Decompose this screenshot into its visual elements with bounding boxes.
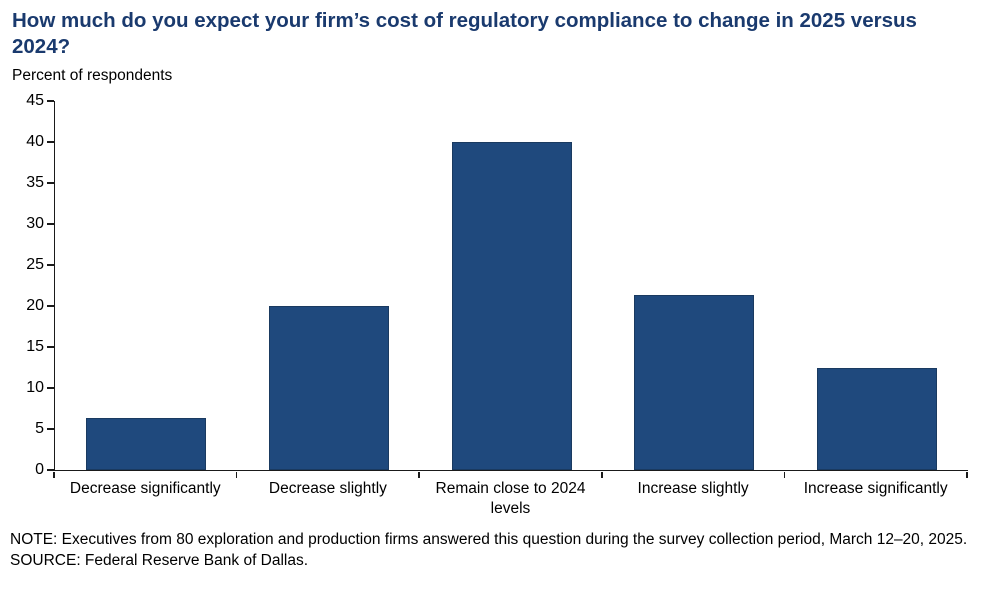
- x-tick-mark: [601, 471, 603, 478]
- chart-title: How much do you expect your firm’s cost …: [12, 9, 917, 59]
- y-tick-mark: [47, 141, 54, 143]
- x-tick-mark: [783, 471, 786, 478]
- y-tick-label: 45: [26, 92, 44, 109]
- y-tick-label: 25: [26, 256, 44, 273]
- bar-1: [268, 306, 389, 470]
- x-tick-mark: [418, 471, 420, 478]
- bar-2: [451, 142, 572, 470]
- y-tick-label: 20: [26, 297, 44, 314]
- x-tick-mark: [53, 471, 55, 478]
- note-text: NOTE: Executives from 80 exploration and…: [10, 531, 968, 548]
- x-axis-category-label: Decrease slightly: [268, 480, 387, 497]
- y-tick-label: 30: [26, 215, 44, 232]
- x-axis-category-label: Increase significantly: [803, 480, 948, 497]
- y-tick-mark: [47, 469, 54, 471]
- source-text: SOURCE: Federal Reserve Bank of Dallas.: [10, 552, 309, 570]
- y-tick-label: 35: [26, 174, 44, 191]
- y-tick-label: 0: [35, 461, 44, 478]
- y-tick-mark: [47, 387, 54, 389]
- y-tick-label: 15: [26, 338, 44, 355]
- y-tick-mark: [47, 428, 54, 430]
- x-axis-category-label: Increase slightly: [637, 480, 749, 497]
- plot-area: [54, 101, 968, 471]
- x-axis-category-label: Remain close to 2024 levels: [435, 480, 586, 518]
- y-tick-mark: [47, 100, 54, 102]
- y-tick-label: 5: [35, 420, 44, 437]
- y-tick-mark: [47, 223, 54, 225]
- y-tick-mark: [47, 305, 54, 307]
- y-tick-mark: [47, 182, 54, 184]
- bar-0: [86, 418, 207, 470]
- chart-footnote: NOTE: Executives from 80 exploration and…: [10, 529, 996, 572]
- y-tick-mark: [47, 346, 54, 348]
- x-tick-mark: [235, 471, 238, 478]
- x-tick-mark: [966, 471, 968, 478]
- y-tick-mark: [47, 264, 54, 266]
- y-tick-label: 40: [26, 133, 44, 150]
- y-tick-label: 10: [26, 379, 44, 396]
- y-axis-unit-label: Percent of respondents: [12, 67, 173, 84]
- x-axis-category-label: Decrease significantly: [69, 480, 221, 497]
- bar-3: [634, 295, 755, 470]
- bar-4: [816, 367, 937, 470]
